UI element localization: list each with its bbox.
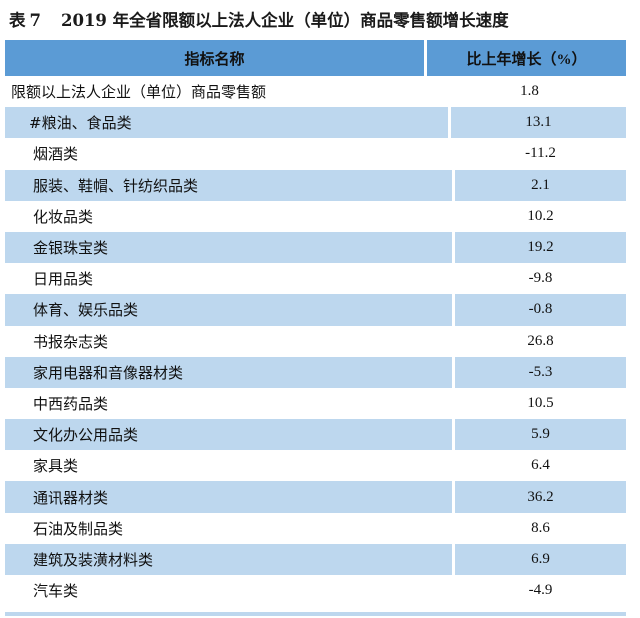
row-indicator-name: 书报杂志类 [33, 332, 109, 351]
row-growth-value: 10.2 [527, 207, 554, 224]
column-divider [448, 107, 451, 139]
row-indicator-name: 家具类 [33, 457, 79, 476]
table-row: 文化办公用品类 5.9 [5, 419, 626, 451]
table-row: 石油及制品类 8.6 [5, 512, 626, 544]
column-divider [452, 356, 455, 388]
column-divider [452, 325, 455, 357]
row-growth-value: -0.8 [455, 294, 626, 326]
column-divider [452, 512, 455, 544]
row-growth-value: -4.9 [528, 582, 553, 599]
table-row: 建筑及装潢材料类 6.9 [5, 543, 626, 575]
column-divider [452, 543, 455, 575]
column-divider [452, 387, 455, 420]
row-indicator-name: 通讯器材类 [5, 481, 452, 513]
table-body: 限额以上法人企业（单位）商品零售额 1.8 #粮油、食品类 13.1 烟酒类 -11.2 服… [5, 76, 626, 607]
column-divider [452, 450, 455, 482]
row-indicator-name: 文化办公用品类 [5, 419, 452, 451]
column-divider [452, 138, 455, 170]
row-indicator-name: 烟酒类 [33, 145, 79, 164]
table-row: 家具类 6.4 [5, 450, 626, 482]
column-divider [452, 481, 455, 513]
table-title: 表 7 2019 年全省限额以上法人企业（单位）商品零售额增长速度 [9, 6, 509, 36]
row-growth-value: 13.1 [451, 107, 626, 139]
retail-growth-table: 指标名称 比上年增长（%） 限额以上法人企业（单位）商品零售额 1.8 #粮油、食品… [5, 40, 626, 607]
row-growth-value: 1.8 [520, 83, 539, 100]
row-growth-value: 5.9 [455, 419, 626, 451]
row-indicator-name: 中西药品类 [33, 394, 109, 413]
table-row: 化妆品类 10.2 [5, 200, 626, 232]
table-row: 家用电器和音像器材类 -5.3 [5, 356, 626, 388]
column-divider [452, 231, 455, 264]
row-indicator-name: 日用品类 [33, 270, 94, 289]
table-row: 书报杂志类 26.8 [5, 325, 626, 357]
row-growth-value: -9.8 [528, 270, 553, 287]
column-divider [452, 169, 455, 201]
row-indicator-name: 限额以上法人企业（单位）商品零售额 [11, 83, 267, 102]
table-row: 金银珠宝类 19.2 [5, 231, 626, 264]
table-row: 体育、娱乐品类 -0.8 [5, 294, 626, 326]
table-row: 中西药品类 10.5 [5, 387, 626, 420]
row-growth-value: -11.2 [525, 145, 556, 162]
column-divider [452, 200, 455, 232]
column-divider [424, 40, 427, 76]
table-row: 限额以上法人企业（单位）商品零售额 1.8 [5, 76, 626, 108]
row-indicator-name: 化妆品类 [33, 207, 94, 226]
row-growth-value: 10.5 [527, 394, 554, 411]
column-divider [452, 419, 455, 451]
column-divider [452, 294, 455, 326]
row-indicator-name: #粮油、食品类 [5, 107, 448, 139]
column-divider [452, 575, 455, 607]
row-indicator-name: 汽车类 [33, 582, 79, 601]
table-row: 通讯器材类 36.2 [5, 481, 626, 513]
row-indicator-name: 石油及制品类 [33, 519, 124, 538]
table-title-text: 2019 年全省限额以上法人企业（单位）商品零售额增长速度 [60, 11, 509, 30]
row-growth-value: 19.2 [455, 231, 626, 264]
table-row: 汽车类 -4.9 [5, 575, 626, 607]
table-row: 服装、鞋帽、针纺织品类 2.1 [5, 169, 626, 201]
row-indicator-name: 金银珠宝类 [5, 231, 452, 264]
row-indicator-name: 家用电器和音像器材类 [5, 356, 452, 388]
table-title-number: 7 [29, 11, 41, 30]
row-growth-value: 2.1 [455, 169, 626, 201]
row-growth-value: 8.6 [531, 519, 550, 536]
table-bottom-border [5, 612, 626, 616]
column-header-growth: 比上年增长（%） [427, 40, 626, 76]
row-growth-value: -5.3 [455, 356, 626, 388]
table-header-row: 指标名称 比上年增长（%） [5, 40, 626, 76]
row-indicator-name: 服装、鞋帽、针纺织品类 [5, 169, 452, 201]
row-growth-value: 6.9 [455, 543, 626, 575]
table-row: #粮油、食品类 13.1 [5, 107, 626, 139]
row-growth-value: 6.4 [531, 457, 550, 474]
column-divider [430, 76, 433, 108]
table-row: 日用品类 -9.8 [5, 263, 626, 295]
row-growth-value: 36.2 [455, 481, 626, 513]
row-indicator-name: 建筑及装潢材料类 [5, 543, 452, 575]
column-divider [452, 263, 455, 295]
table-title-label: 表 [9, 11, 26, 30]
row-indicator-name: 体育、娱乐品类 [5, 294, 452, 326]
table-row: 烟酒类 -11.2 [5, 138, 626, 170]
column-header-indicator: 指标名称 [5, 40, 424, 76]
row-growth-value: 26.8 [527, 332, 554, 349]
